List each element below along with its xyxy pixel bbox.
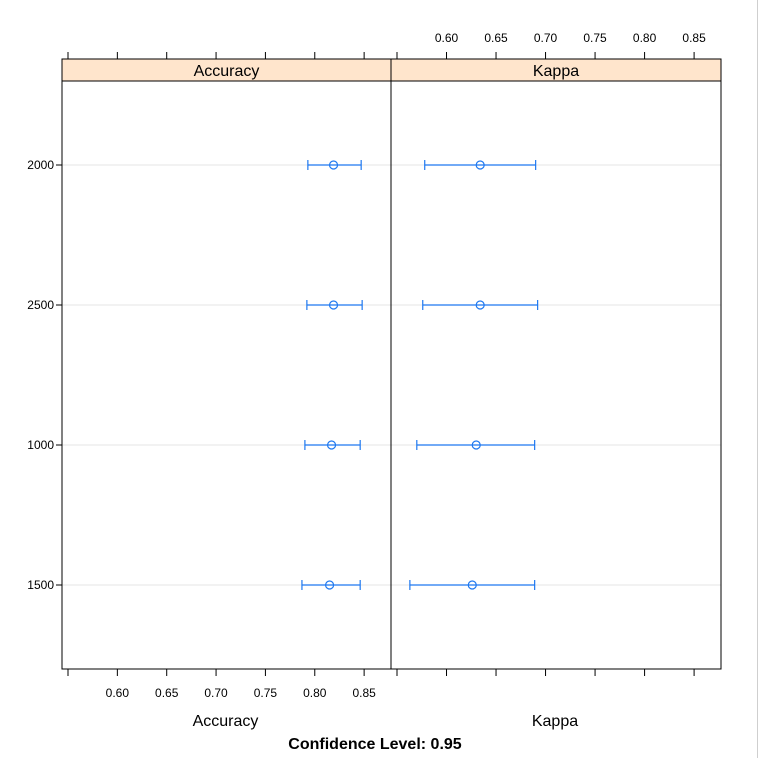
labels: Accuracy Kappa 2000 2500 1000 1500 0.60 0.65 0.7… — [27, 31, 706, 753]
point-estimate-accuracy-1500 — [324, 580, 335, 590]
y-tick-label-1000: 1000 — [27, 438, 54, 452]
x-tick-label-top-0.85: 0.85 — [682, 31, 706, 45]
x-tick-label-bottom-0.70: 0.70 — [204, 686, 228, 700]
x-tick-label-bottom-0.65: 0.65 — [155, 686, 179, 700]
x-tick-label-bottom-0.75: 0.75 — [254, 686, 278, 700]
panel-frame-accuracy — [61, 80, 392, 670]
x-tick-label-top-0.80: 0.80 — [633, 31, 657, 45]
data-marks — [301, 160, 539, 590]
y-tick-label-1500: 1500 — [27, 578, 54, 592]
x-tick-label-top-0.75: 0.75 — [583, 31, 607, 45]
point-estimate-kappa-2000 — [475, 160, 485, 170]
strip-label-kappa: Kappa — [533, 63, 579, 80]
panel-frames — [61, 58, 722, 670]
y-tick-label-2000: 2000 — [27, 158, 54, 172]
x-axis-label-kappa: Kappa — [532, 713, 578, 730]
x-axis-label-accuracy: Accuracy — [193, 713, 259, 730]
point-estimate-kappa-2500 — [475, 300, 485, 310]
x-tick-label-top-0.60: 0.60 — [435, 31, 459, 45]
x-tick-label-bottom-0.60: 0.60 — [106, 686, 130, 700]
strip-label-accuracy: Accuracy — [194, 63, 260, 80]
point-estimate-accuracy-2500 — [328, 300, 339, 310]
point-estimate-accuracy-1000 — [326, 440, 337, 450]
point-estimate-kappa-1500 — [467, 580, 477, 590]
confidence-level-label: Confidence Level: 0.95 — [288, 736, 461, 753]
y-tick-label-2500: 2500 — [27, 298, 54, 312]
x-tick-label-bottom-0.85: 0.85 — [352, 686, 376, 700]
x-tick-label-top-0.70: 0.70 — [534, 31, 558, 45]
x-tick-label-top-0.65: 0.65 — [484, 31, 508, 45]
axis-ticks — [56, 52, 695, 676]
point-estimate-kappa-1000 — [471, 440, 481, 450]
x-tick-label-bottom-0.80: 0.80 — [303, 686, 327, 700]
point-estimate-accuracy-2000 — [328, 160, 339, 170]
panel-frame-kappa — [390, 80, 722, 670]
